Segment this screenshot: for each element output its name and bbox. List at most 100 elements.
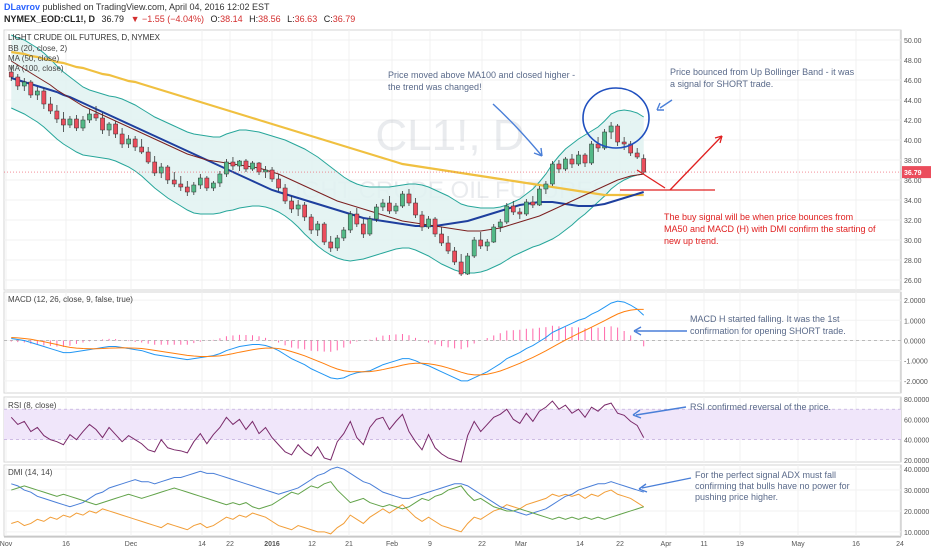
candle <box>497 221 503 228</box>
candle <box>374 206 379 220</box>
candle <box>328 241 334 249</box>
macd-pane-title: MACD (12, 26, close, 9, false, true) <box>8 295 133 304</box>
candle <box>256 162 262 173</box>
x-axis-tick: 2016 <box>264 541 280 548</box>
candle <box>80 119 86 129</box>
candle <box>537 188 542 206</box>
candle <box>628 143 633 154</box>
candle <box>406 193 412 204</box>
arrow-head <box>638 483 648 493</box>
candle <box>524 201 529 215</box>
rsi-y-tick: 20.0000 <box>904 458 929 465</box>
candle <box>347 213 353 231</box>
x-axis-tick: 22 <box>616 541 624 548</box>
candle <box>93 113 99 119</box>
candle <box>465 255 470 275</box>
candle <box>452 250 457 263</box>
price-y-tick: 32.00 <box>904 218 922 225</box>
candle <box>308 216 314 231</box>
x-axis-tick: Dec <box>125 541 138 548</box>
candle <box>243 160 249 170</box>
candle <box>74 118 79 129</box>
chart-header: DLavrov published on TradingView.com, Ap… <box>0 0 932 28</box>
annotation-arrow <box>659 99 673 109</box>
candle <box>334 237 340 249</box>
candle <box>211 182 216 189</box>
candle <box>484 241 490 247</box>
price-y-tick: 34.00 <box>904 198 922 205</box>
candle <box>582 154 588 164</box>
candle <box>282 187 288 202</box>
candle <box>471 239 477 257</box>
annotation-dmi: For the perfect signal ADX must fall conf… <box>695 470 850 502</box>
macd-y-tick: -1.0000 <box>904 359 928 366</box>
candle <box>315 223 321 231</box>
candle <box>269 169 275 180</box>
candle <box>152 161 158 174</box>
price-y-tick: 42.00 <box>904 118 922 125</box>
arrow-head <box>632 409 642 419</box>
x-axis-tick: 14 <box>576 541 584 548</box>
candle <box>119 133 125 145</box>
low-label: L: <box>287 14 295 24</box>
candle <box>302 204 307 218</box>
candle <box>380 202 386 208</box>
publisher-line: DLavrov published on TradingView.com, Ap… <box>4 2 270 12</box>
candle <box>295 204 301 210</box>
candle <box>504 205 510 223</box>
x-axis-tick: 19 <box>736 541 744 548</box>
candle <box>426 218 431 228</box>
price-y-tick: 46.00 <box>904 78 922 85</box>
macd-y-tick: -2.0000 <box>904 379 928 386</box>
candle <box>608 125 614 133</box>
candle <box>361 223 366 235</box>
price-change: ▼ −1.55 (−4.04%) <box>130 14 205 24</box>
candle <box>230 161 236 167</box>
candle <box>589 143 594 164</box>
candle <box>634 152 640 158</box>
x-axis-tick: 22 <box>226 541 234 548</box>
candle <box>556 163 562 170</box>
candle <box>67 118 73 126</box>
candle <box>184 186 190 193</box>
annotation-bollinger: Price bounced from Up Bollinger Band - i… <box>670 67 855 89</box>
candle <box>61 118 66 126</box>
rsi-y-tick: 80.0000 <box>904 397 929 404</box>
rsi-line <box>10 400 645 463</box>
symbol-line: NYMEX_EOD:CL1!, D 36.79 ▼ −1.55 (−4.04%)… <box>4 14 355 24</box>
red-arrow-down <box>636 169 666 189</box>
candle <box>28 81 34 96</box>
rsi-y-tick: 60.0000 <box>904 417 929 424</box>
candle <box>354 213 360 225</box>
candle <box>250 162 255 170</box>
candle <box>224 161 229 175</box>
candle <box>15 76 21 87</box>
dmi-series-line <box>11 466 644 516</box>
dmi-y-tick: 10.0000 <box>904 530 929 537</box>
macd-y-tick: 1.0000 <box>904 318 926 325</box>
candle <box>237 160 242 167</box>
candle <box>576 154 581 165</box>
candle <box>621 141 627 145</box>
symbol-label: NYMEX_EOD:CL1!, D <box>4 14 96 24</box>
candle <box>550 163 555 185</box>
candle <box>543 183 549 190</box>
x-axis-tick: Mar <box>515 541 528 548</box>
candle <box>602 131 607 149</box>
macd-signal-line <box>11 308 644 376</box>
x-axis-tick: 12 <box>308 541 316 548</box>
x-axis-tick: 21 <box>345 541 353 548</box>
low-value: 36.63 <box>294 14 318 24</box>
candle <box>387 202 392 212</box>
rsi-y-tick: 40.0000 <box>904 438 929 445</box>
author-link[interactable]: DLavrov <box>4 2 41 12</box>
candle <box>641 158 647 173</box>
x-axis-tick: May <box>791 541 805 548</box>
candle <box>367 218 373 235</box>
candle <box>87 113 92 121</box>
candle <box>106 123 112 131</box>
candle <box>21 81 27 87</box>
dmi-series-line <box>11 481 644 520</box>
candle <box>41 90 47 105</box>
